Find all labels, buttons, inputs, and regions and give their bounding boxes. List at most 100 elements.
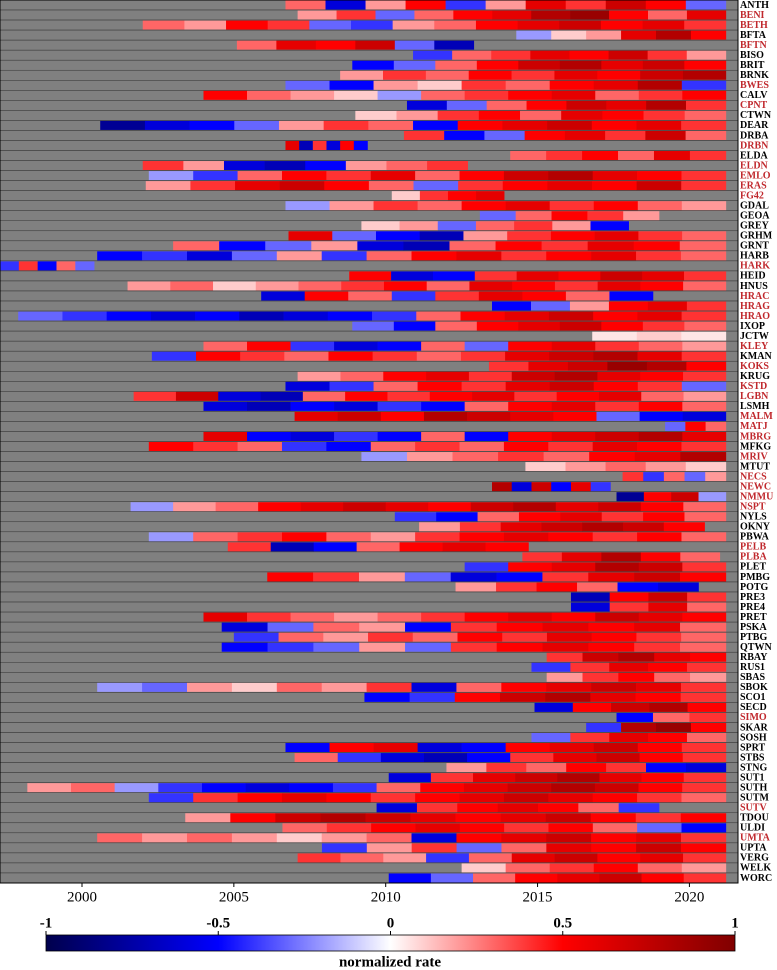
cell: [505, 201, 551, 211]
cell: [329, 80, 374, 90]
cell: [582, 652, 619, 662]
cell: [594, 231, 639, 241]
cell: [459, 522, 501, 532]
cell: [203, 431, 248, 441]
cell: [684, 472, 706, 482]
cell: [593, 80, 639, 90]
cell: [459, 793, 505, 803]
cell: [621, 722, 657, 732]
cell: [270, 542, 314, 552]
cell: [297, 853, 341, 863]
cell: [435, 321, 478, 331]
cell: [329, 381, 374, 391]
cell: [457, 632, 503, 642]
cell: [518, 512, 561, 522]
cell: [237, 171, 283, 181]
row-label: SIMO: [740, 712, 767, 723]
cell: [560, 512, 603, 522]
cell: [326, 793, 372, 803]
cell: [548, 311, 594, 321]
cell: [549, 743, 595, 753]
cell: [647, 301, 688, 311]
cell: [551, 90, 596, 100]
cell: [100, 120, 146, 130]
cell: [595, 401, 640, 411]
cell: [459, 823, 505, 833]
cell: [635, 692, 681, 702]
cell: [391, 191, 421, 201]
cell: [142, 251, 188, 261]
cell: [640, 70, 684, 80]
cell: [380, 753, 425, 763]
cell: [511, 371, 555, 381]
colorbar-label: normalized rate: [339, 954, 441, 970]
cell: [391, 271, 434, 281]
cell: [524, 130, 566, 140]
cell: [203, 90, 248, 100]
cell: [459, 442, 505, 452]
cell: [285, 0, 326, 10]
row-label: POTG: [740, 582, 769, 593]
cell: [682, 90, 727, 100]
cell: [290, 90, 335, 100]
cell: [689, 151, 727, 161]
cell: [461, 201, 506, 211]
row-label: HARB: [740, 251, 769, 262]
cell: [456, 682, 502, 692]
row-label: HRAG: [740, 301, 770, 312]
cell: [359, 642, 406, 652]
cell: [602, 110, 644, 120]
cell: [186, 682, 233, 692]
cell: [546, 833, 592, 843]
cell: [383, 281, 428, 291]
cell: [195, 311, 240, 321]
cell: [531, 662, 571, 672]
cell: [476, 191, 505, 201]
cell: [685, 763, 727, 773]
cell: [687, 602, 727, 612]
cell: [658, 582, 699, 592]
cell: [403, 130, 445, 140]
cell: [536, 582, 578, 592]
cell: [683, 391, 727, 401]
cell: [452, 50, 492, 60]
cell: [609, 291, 654, 301]
cell: [609, 10, 649, 20]
cell: [434, 20, 477, 30]
cell: [267, 642, 314, 652]
cell: [281, 532, 327, 542]
cell: [548, 171, 593, 181]
cell: [551, 341, 596, 351]
cell: [507, 783, 552, 793]
cell: [634, 572, 681, 582]
cell: [686, 50, 727, 60]
cell: [394, 512, 437, 522]
cell: [421, 341, 465, 351]
cell: [601, 552, 642, 562]
cell: [341, 281, 385, 291]
cell: [684, 20, 727, 30]
cell: [680, 452, 727, 462]
cell: [289, 783, 334, 793]
cell: [705, 472, 727, 482]
cell: [442, 542, 486, 552]
cell: [423, 411, 468, 421]
cell: [514, 391, 557, 401]
cell: [516, 271, 559, 281]
cell: [150, 311, 196, 321]
cell: [365, 0, 406, 10]
cell: [237, 442, 283, 452]
cell: [290, 431, 335, 441]
cell: [452, 452, 499, 462]
cell: [504, 311, 550, 321]
cell: [637, 442, 682, 452]
cell: [595, 612, 640, 622]
cell: [687, 702, 727, 712]
row-label: HARK: [740, 261, 770, 272]
cell: [170, 281, 214, 291]
cell: [543, 452, 590, 462]
colorbar: [45, 934, 736, 952]
cell: [419, 522, 461, 532]
cell: [681, 171, 727, 181]
cell: [475, 221, 515, 231]
